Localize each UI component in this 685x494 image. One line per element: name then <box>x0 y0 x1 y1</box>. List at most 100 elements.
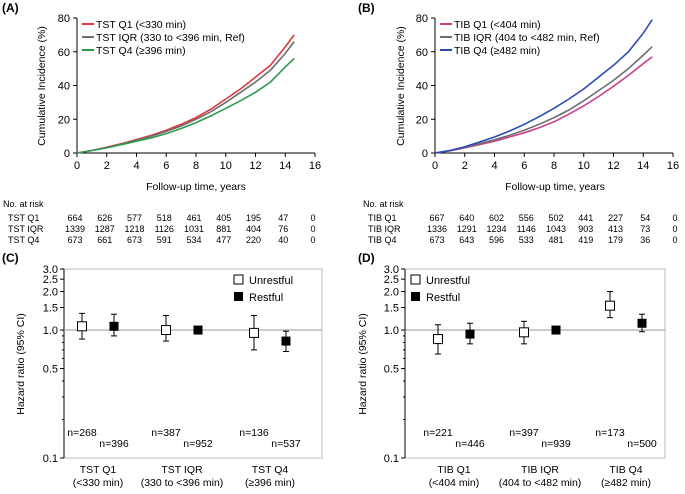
panel-b-risk-value: 0 <box>672 224 677 234</box>
panel-d-group2-unrestful-n: n=397 <box>509 427 539 439</box>
panel-c-legend-restful-marker <box>234 292 243 301</box>
panel-b-x-tick-label: 10 <box>578 160 590 172</box>
panel-a-risk-value: 1031 <box>184 224 204 234</box>
panel-d-group1-restful-n: n=446 <box>455 438 485 450</box>
panel-d-group1-label: TIB Q1 <box>437 464 470 476</box>
panel-d-y-tick-label: 0.1 <box>384 453 399 465</box>
panel-b-y-tick-label: 60 <box>416 47 428 59</box>
panel-c-group3-restful-point <box>281 336 291 346</box>
panel-a-y-tick-label: 20 <box>58 114 70 126</box>
panel-b-x-tick-label: 12 <box>607 160 619 172</box>
panel-d-group2-restful-point <box>551 325 561 335</box>
panel-a-risk-value: 404 <box>246 224 261 234</box>
panel-d-y-tick-label: 3.0 <box>384 264 399 276</box>
panel-b-risk-value: 179 <box>608 235 623 245</box>
panel-a-risk-value: 0 <box>310 213 315 223</box>
panel-c-group1-label: (<330 min) <box>73 477 123 489</box>
panel-d-legend-restful: Restful <box>426 292 460 304</box>
panel-c-group2-label: TST IQR <box>161 464 203 476</box>
panel-b-risk-value: 419 <box>578 235 593 245</box>
panel-a-legend-iqr: TST IQR (330 to <396 min, Ref) <box>96 32 245 44</box>
panel-b-x-axis-label: Follow-up time, years <box>505 181 605 193</box>
panel-b-series-q4-line <box>434 19 653 154</box>
panel-b-legend-q1: TIB Q1 (<404 min) <box>454 19 541 31</box>
panel-d-group3-label: (≥482 min) <box>601 477 651 489</box>
panel-c-group2-label: (330 to <396 min) <box>141 477 224 489</box>
panel-a-risk-value: 405 <box>216 213 231 223</box>
panel-b-risk-value: 1146 <box>517 224 536 234</box>
panel-b-risk-value: 413 <box>608 224 623 234</box>
panel-c-group1-restful-point <box>109 321 119 331</box>
panel-b-risk-value: 0 <box>672 235 677 245</box>
panel-d-group2-restful-n: n=939 <box>541 438 571 450</box>
panel-b-risk-value: 643 <box>459 235 474 245</box>
panel-c-legend: Unrestful Restful <box>233 274 293 304</box>
panel-a-risk-value: 1218 <box>124 224 144 234</box>
panel-a-risk-value: 477 <box>216 235 231 245</box>
panel-a-risk-row-label: TST IQR <box>8 224 44 234</box>
panel-a-y-axis-label: Cumulative Incidence (%) <box>36 26 48 146</box>
panel-b-legend-iqr: TIB IQR (404 to <482 min, Ref) <box>454 32 600 44</box>
panel-a-risk-value: 1287 <box>95 224 115 234</box>
panel-b-x-tick-label: 6 <box>521 160 527 172</box>
panel-c-y-axis-label: Hazard ratio (95% CI) <box>15 313 27 415</box>
panel-b: (B) Cumulative Incidence (%) Follow-up t… <box>358 1 679 245</box>
panel-c-group1-unrestful-point <box>77 321 87 332</box>
panel-a-x-tick-label: 12 <box>249 160 261 172</box>
panel-a-x-tick-label: 2 <box>104 160 110 172</box>
panel-d-group2-unrestful-point <box>519 327 529 338</box>
panel-a-risk-value: 1126 <box>155 224 174 234</box>
panel-b-y-axis-label: Cumulative Incidence (%) <box>395 26 407 146</box>
panel-b-risk-value: 533 <box>519 235 534 245</box>
panel-a-risk-value: 47 <box>278 213 288 223</box>
panel-b-risk-row-label: TIB Q1 <box>368 213 397 223</box>
panel-a-legend: TST Q1 (<330 min) TST IQR (330 to <396 m… <box>82 19 245 57</box>
panel-c-plot-frame <box>63 268 323 459</box>
panel-a-series-q4-line <box>76 57 295 154</box>
panel-b-risk-value: 596 <box>489 235 504 245</box>
panel-d-legend: Unrestful Restful <box>410 274 470 304</box>
panel-a-risk-value: 534 <box>186 235 201 245</box>
panel-c-group1-label: TST Q1 <box>80 464 117 476</box>
panel-a-x-tick-label: 8 <box>193 160 199 172</box>
panel-a-risk-value: 76 <box>278 224 288 234</box>
panel-d-y-tick-label: 0.5 <box>384 364 399 376</box>
panel-b-series-q1-line <box>434 56 653 154</box>
panel-b-legend: TIB Q1 (<404 min) TIB IQR (404 to <482 m… <box>440 19 600 57</box>
panel-d-group1-restful-point <box>465 329 475 339</box>
panel-c-y-tick-label: 2.5 <box>43 274 58 286</box>
panel-b-x-tick-label: 16 <box>667 160 679 172</box>
panel-c-y-tick-label: 1.5 <box>43 303 58 315</box>
panel-a: (A) Cumulative Incidence (%) Follow-up t… <box>2 1 321 245</box>
panel-b-x-tick-label: 2 <box>462 160 468 172</box>
panel-b-risk-value: 54 <box>640 213 650 223</box>
panel-a-label: (A) <box>2 1 19 15</box>
panel-b-risk-value: 640 <box>459 213 474 223</box>
panel-b-risk-title: No. at risk <box>363 199 404 209</box>
panel-c-group3-label: (≥396 min) <box>245 477 295 489</box>
panel-c-y-tick-label: 3.0 <box>43 264 58 276</box>
panel-b-risk-value: 73 <box>640 224 650 234</box>
panel-b-risk-value: 481 <box>548 235 563 245</box>
panel-b-risk-value: 0 <box>672 213 677 223</box>
panel-a-x-axis-label: Follow-up time, years <box>146 181 246 193</box>
panel-b-risk-value: 36 <box>640 235 650 245</box>
panel-a-y-tick-label: 80 <box>58 13 70 25</box>
panel-b-risk-value: 1291 <box>457 224 477 234</box>
panel-d-group2-label: (404 to <482 min) <box>499 477 582 489</box>
panel-a-risk-value: 0 <box>310 224 315 234</box>
panel-a-risk-value: 881 <box>216 224 231 234</box>
panel-b-y-tick-label: 0 <box>422 148 428 160</box>
panel-a-risk-value: 626 <box>97 213 112 223</box>
panel-d-y-tick-label: 2.0 <box>384 287 399 299</box>
panel-a-legend-q4: TST Q4 (≥396 min) <box>96 45 186 57</box>
panel-b-risk-row-label: TIB Q4 <box>368 235 397 245</box>
panel-a-risk-value: 461 <box>186 213 201 223</box>
panel-b-series-iqr-line <box>434 46 653 154</box>
panel-b-risk-value: 227 <box>608 213 623 223</box>
panel-a-risk-value: 220 <box>246 235 261 245</box>
panel-d-group3-label: TIB Q4 <box>609 464 642 476</box>
panel-d-y-tick-label: 1.5 <box>384 303 399 315</box>
panel-a-x-tick-label: 4 <box>133 160 139 172</box>
panel-a-risk-value: 664 <box>67 213 82 223</box>
